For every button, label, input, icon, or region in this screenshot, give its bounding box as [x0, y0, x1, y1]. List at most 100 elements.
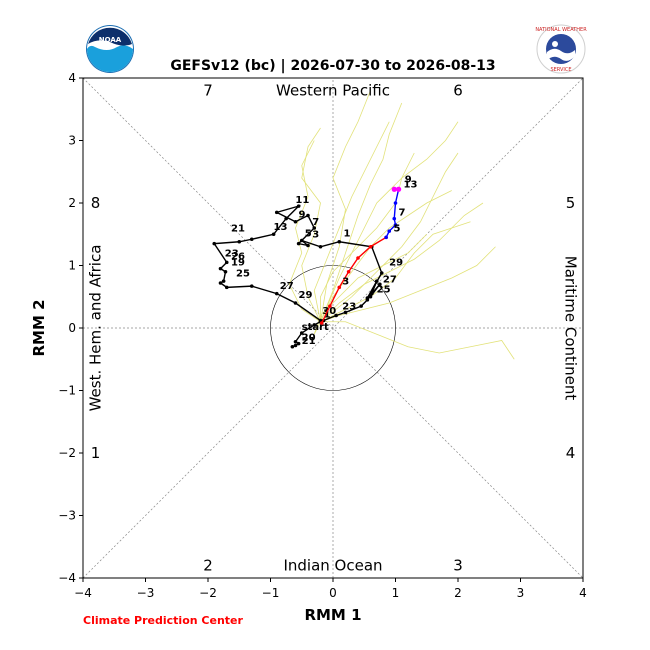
x-tick-label: −3: [137, 586, 155, 600]
forecast-week2-point: [392, 216, 397, 221]
ensemble-member-line: [313, 121, 390, 322]
observed-track-point: [293, 301, 298, 305]
observed-track-point: [224, 285, 229, 290]
observed-track-day-label: 19: [231, 258, 245, 269]
x-axis-label: RMM 1: [304, 606, 361, 624]
observed-track-day-label: 26: [231, 251, 245, 262]
x-tick-label: −1: [262, 586, 280, 600]
observed-track-point: [369, 291, 374, 296]
observed-track-day-label: 21: [302, 336, 316, 347]
observed-track-day-label: 11: [295, 195, 309, 206]
observed-track-point: [378, 282, 382, 287]
forecast-week1-point: [368, 244, 373, 249]
plot-clip-group: start20212325272913579111321232619252729…: [212, 90, 515, 360]
x-tick-label: 0: [329, 586, 337, 600]
observed-track-point: [296, 204, 301, 208]
phase-number-7: 7: [203, 82, 213, 100]
observed-track-point: [318, 244, 323, 249]
observed-track-point: [224, 260, 229, 265]
observed-track-point: [293, 339, 298, 344]
observed-track-day-label: 21: [231, 223, 245, 234]
y-tick-label: 3: [68, 134, 76, 148]
observed-track-point: [274, 210, 279, 215]
observed-track-day-label: 7: [312, 217, 319, 228]
observed-track-day-label: 1: [324, 310, 331, 321]
forecast-week1-point: [319, 321, 324, 325]
phase-number-5: 5: [566, 194, 576, 212]
observed-track-point: [223, 269, 228, 274]
observed-track-day-label: 9: [299, 210, 306, 221]
credit-text: Climate Prediction Center: [83, 614, 243, 627]
phase-number-8: 8: [91, 194, 101, 212]
forecast-week1-point: [346, 269, 351, 274]
chart-title: GEFSv12 (bc) | 2026-07-30 to 2026-08-13: [170, 58, 495, 74]
ensemble-member-line: [320, 121, 459, 322]
observed-track-point: [249, 284, 254, 288]
y-tick-label: 0: [68, 321, 76, 335]
ensemble-member-line: [313, 233, 428, 335]
observed-track-point: [368, 294, 373, 299]
svg-text:NOAA: NOAA: [99, 36, 122, 44]
observed-track-point: [312, 226, 317, 230]
observed-track-day-label: 27: [383, 275, 397, 286]
forecast-week2-point: [393, 201, 398, 205]
nws-logo: NATIONAL WEATHER SERVICE: [535, 24, 587, 74]
observed-track-point: [359, 304, 363, 308]
forecast-week1-point: [328, 304, 332, 308]
x-tick-label: 4: [579, 586, 587, 600]
observed-track-day-label: 30: [322, 306, 336, 317]
y-tick-label: −2: [58, 446, 76, 460]
observed-track-point: [365, 296, 370, 300]
ensemble-member-line: [320, 321, 515, 360]
y-tick-label: 4: [68, 71, 76, 85]
observed-track-day-label: 29: [299, 290, 313, 301]
observed-track-point: [379, 271, 384, 275]
observed-track-point: [299, 238, 304, 243]
region-label-left: West. Hem. and Africa: [87, 245, 105, 412]
observed-track-point: [306, 213, 310, 218]
phase-number-1: 1: [91, 444, 101, 462]
forecast-end-point: [396, 186, 402, 192]
observed-track-point: [374, 279, 379, 283]
observed-track-day-label: 25: [377, 285, 391, 296]
observed-track-point: [334, 313, 338, 318]
observed-track-point: [312, 323, 317, 327]
y-tick-label: −4: [58, 571, 76, 585]
ensemble-member-line: [320, 202, 484, 323]
observed-track-point: [284, 216, 288, 221]
observed-track-point: [337, 239, 342, 244]
observed-track-point: [249, 237, 254, 242]
observed-track-day-label: start: [302, 322, 329, 333]
ensemble-member-line: [320, 152, 459, 323]
region-label-top: Western Pacific: [276, 82, 390, 100]
observed-track-day-label: 5: [305, 228, 312, 239]
observed-track-point: [212, 241, 217, 246]
y-tick-label: −1: [58, 384, 76, 398]
ensemble-member-line: [320, 152, 415, 322]
x-tick-label: 2: [454, 586, 462, 600]
observed-track-day-label: 25: [236, 268, 250, 279]
observed-track-point: [293, 343, 298, 348]
forecast-end-day-label: 9: [405, 175, 412, 186]
ensemble-member-line: [320, 90, 371, 322]
ensemble-member-line: [320, 221, 471, 323]
y-tick-label: 1: [68, 259, 76, 273]
phase-number-6: 6: [453, 82, 463, 100]
svg-text:SERVICE: SERVICE: [550, 67, 571, 73]
y-tick-label: 2: [68, 196, 76, 210]
y-tick-label: −3: [58, 509, 76, 523]
observed-track-point: [221, 279, 226, 283]
region-label-right: Maritime Continent: [562, 256, 580, 401]
observed-track-point: [299, 331, 304, 335]
observed-track-point: [237, 239, 242, 244]
observed-track-point: [296, 241, 301, 246]
observed-track-point: [306, 243, 310, 248]
observed-track-day-label: 23: [342, 301, 356, 312]
x-tick-label: 1: [392, 586, 400, 600]
observed-track-point: [271, 232, 276, 237]
x-tick-label: −4: [74, 586, 92, 600]
y-axis-label: RMM 2: [30, 299, 48, 356]
forecast-week1-point: [356, 256, 360, 260]
observed-track-point: [296, 341, 301, 346]
observed-track-point: [218, 281, 223, 285]
